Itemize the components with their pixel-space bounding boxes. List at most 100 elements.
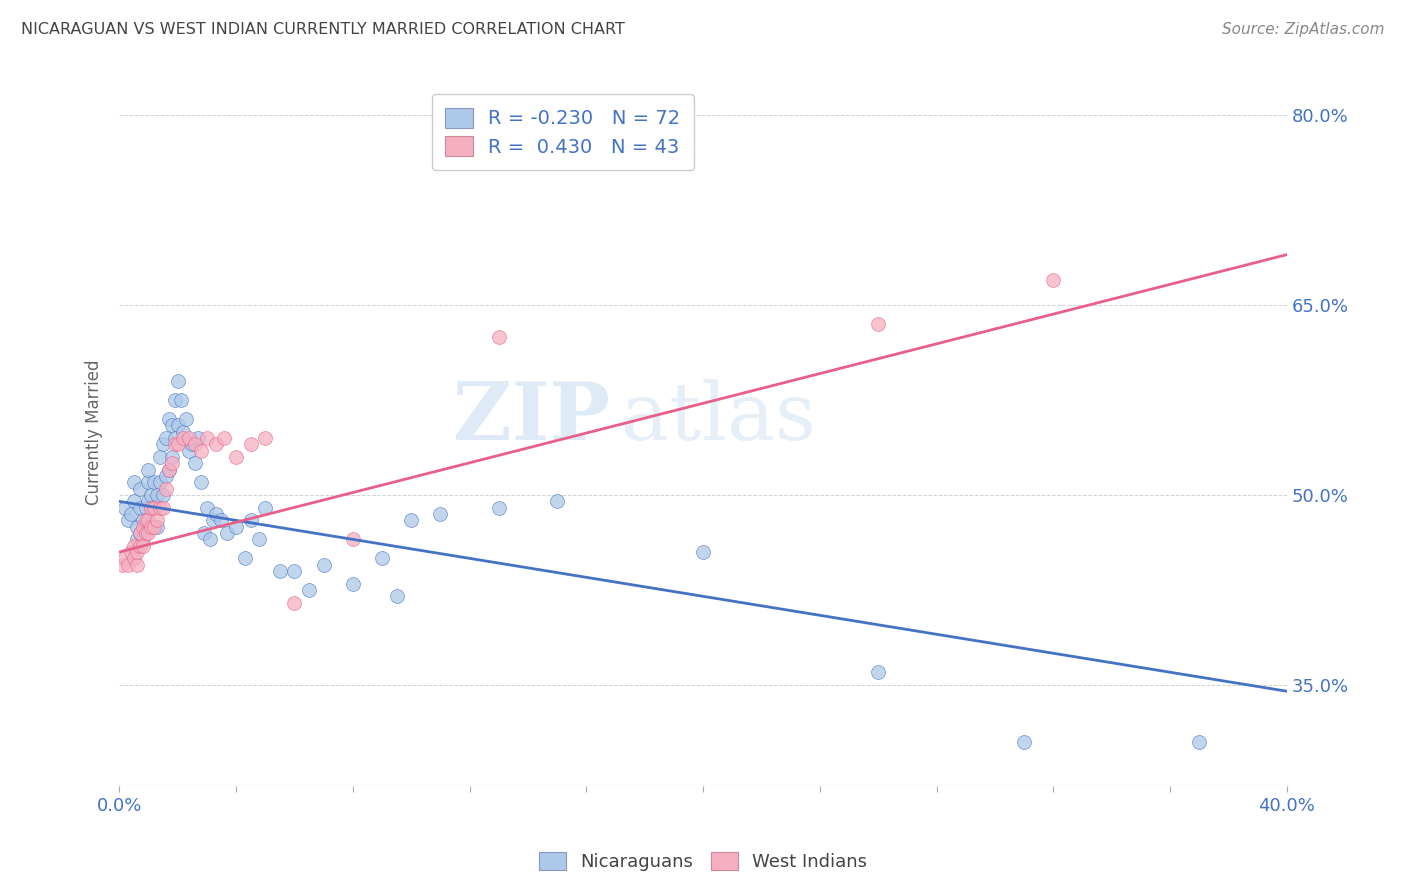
Point bbox=[298, 582, 321, 597]
Point bbox=[128, 539, 150, 553]
Point bbox=[128, 500, 150, 515]
Point bbox=[146, 488, 169, 502]
Point bbox=[371, 551, 394, 566]
Point bbox=[135, 513, 157, 527]
Point bbox=[141, 488, 163, 502]
Point bbox=[173, 425, 195, 439]
Point bbox=[184, 437, 207, 451]
Point bbox=[157, 412, 180, 426]
Point bbox=[141, 519, 163, 533]
Point bbox=[160, 418, 183, 433]
Point bbox=[122, 494, 145, 508]
Point bbox=[125, 519, 148, 533]
Point bbox=[254, 431, 277, 445]
Point bbox=[1012, 735, 1035, 749]
Point bbox=[429, 507, 451, 521]
Y-axis label: Currently Married: Currently Married bbox=[86, 359, 103, 505]
Point bbox=[152, 437, 174, 451]
Point bbox=[157, 463, 180, 477]
Point bbox=[125, 545, 148, 559]
Point bbox=[122, 475, 145, 490]
Point bbox=[163, 393, 186, 408]
Point bbox=[239, 437, 262, 451]
Point bbox=[131, 539, 153, 553]
Point bbox=[692, 545, 714, 559]
Legend: R = -0.230   N = 72, R =  0.430   N = 43: R = -0.230 N = 72, R = 0.430 N = 43 bbox=[432, 95, 695, 170]
Point bbox=[385, 590, 408, 604]
Point bbox=[269, 564, 291, 578]
Point bbox=[143, 500, 166, 515]
Text: ZIP: ZIP bbox=[453, 378, 610, 457]
Text: Source: ZipAtlas.com: Source: ZipAtlas.com bbox=[1222, 22, 1385, 37]
Point bbox=[217, 526, 239, 541]
Point bbox=[190, 475, 212, 490]
Point bbox=[166, 437, 188, 451]
Legend: Nicaraguans, West Indians: Nicaraguans, West Indians bbox=[531, 845, 875, 879]
Point bbox=[155, 469, 177, 483]
Point bbox=[195, 431, 218, 445]
Point bbox=[122, 539, 145, 553]
Text: NICARAGUAN VS WEST INDIAN CURRENTLY MARRIED CORRELATION CHART: NICARAGUAN VS WEST INDIAN CURRENTLY MARR… bbox=[21, 22, 624, 37]
Point bbox=[138, 513, 160, 527]
Point bbox=[143, 475, 166, 490]
Point bbox=[149, 450, 172, 464]
Point bbox=[195, 500, 218, 515]
Point bbox=[283, 596, 305, 610]
Point bbox=[143, 500, 166, 515]
Point bbox=[399, 513, 422, 527]
Point bbox=[155, 431, 177, 445]
Point bbox=[173, 431, 195, 445]
Point bbox=[1188, 735, 1211, 749]
Point bbox=[283, 564, 305, 578]
Point bbox=[146, 519, 169, 533]
Point bbox=[160, 450, 183, 464]
Point bbox=[233, 551, 256, 566]
Point bbox=[138, 526, 160, 541]
Point bbox=[114, 500, 136, 515]
Point bbox=[868, 665, 890, 680]
Point bbox=[198, 533, 221, 547]
Point bbox=[163, 431, 186, 445]
Point bbox=[120, 545, 142, 559]
Point bbox=[488, 500, 510, 515]
Point bbox=[149, 500, 172, 515]
Text: atlas: atlas bbox=[621, 378, 817, 457]
Point bbox=[225, 450, 247, 464]
Point bbox=[141, 519, 163, 533]
Point bbox=[247, 533, 270, 547]
Point bbox=[143, 519, 166, 533]
Point bbox=[201, 513, 224, 527]
Point bbox=[125, 558, 148, 572]
Point bbox=[128, 526, 150, 541]
Point bbox=[125, 533, 148, 547]
Point bbox=[160, 457, 183, 471]
Point bbox=[131, 519, 153, 533]
Point bbox=[868, 317, 890, 331]
Point bbox=[131, 533, 153, 547]
Point bbox=[1042, 273, 1064, 287]
Point bbox=[312, 558, 335, 572]
Point bbox=[135, 500, 157, 515]
Point bbox=[157, 463, 180, 477]
Point bbox=[155, 482, 177, 496]
Point bbox=[117, 558, 139, 572]
Point bbox=[166, 418, 188, 433]
Point bbox=[214, 431, 236, 445]
Point bbox=[190, 443, 212, 458]
Point bbox=[135, 519, 157, 533]
Point bbox=[138, 494, 160, 508]
Point bbox=[141, 500, 163, 515]
Point bbox=[239, 513, 262, 527]
Point bbox=[254, 500, 277, 515]
Point bbox=[166, 374, 188, 388]
Point bbox=[114, 551, 136, 566]
Point bbox=[111, 558, 134, 572]
Point bbox=[179, 431, 201, 445]
Point bbox=[342, 576, 364, 591]
Point bbox=[209, 513, 232, 527]
Point bbox=[204, 437, 226, 451]
Point bbox=[179, 443, 201, 458]
Point bbox=[163, 437, 186, 451]
Point bbox=[135, 526, 157, 541]
Point bbox=[128, 526, 150, 541]
